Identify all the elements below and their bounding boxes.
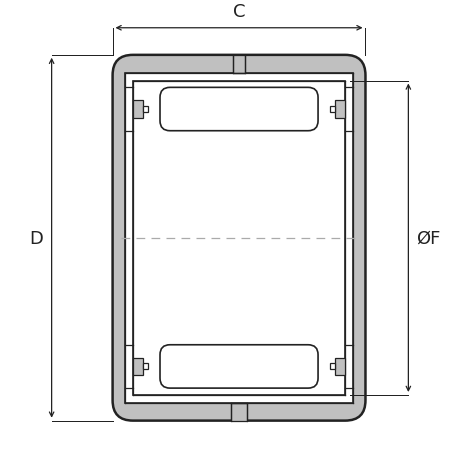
Bar — [133, 358, 143, 375]
Bar — [143, 364, 147, 369]
Bar — [335, 101, 344, 118]
Text: C: C — [232, 3, 245, 21]
Bar — [125, 74, 352, 403]
FancyBboxPatch shape — [160, 88, 317, 131]
Bar — [330, 107, 335, 113]
Bar — [230, 403, 246, 421]
Text: D: D — [29, 229, 44, 247]
Text: ØF: ØF — [415, 229, 440, 247]
Bar — [330, 364, 335, 369]
Bar — [133, 101, 143, 118]
Bar — [232, 56, 245, 74]
FancyBboxPatch shape — [112, 56, 364, 421]
Bar — [143, 107, 147, 113]
Bar — [133, 81, 344, 395]
FancyBboxPatch shape — [160, 345, 317, 388]
Bar — [335, 358, 344, 375]
